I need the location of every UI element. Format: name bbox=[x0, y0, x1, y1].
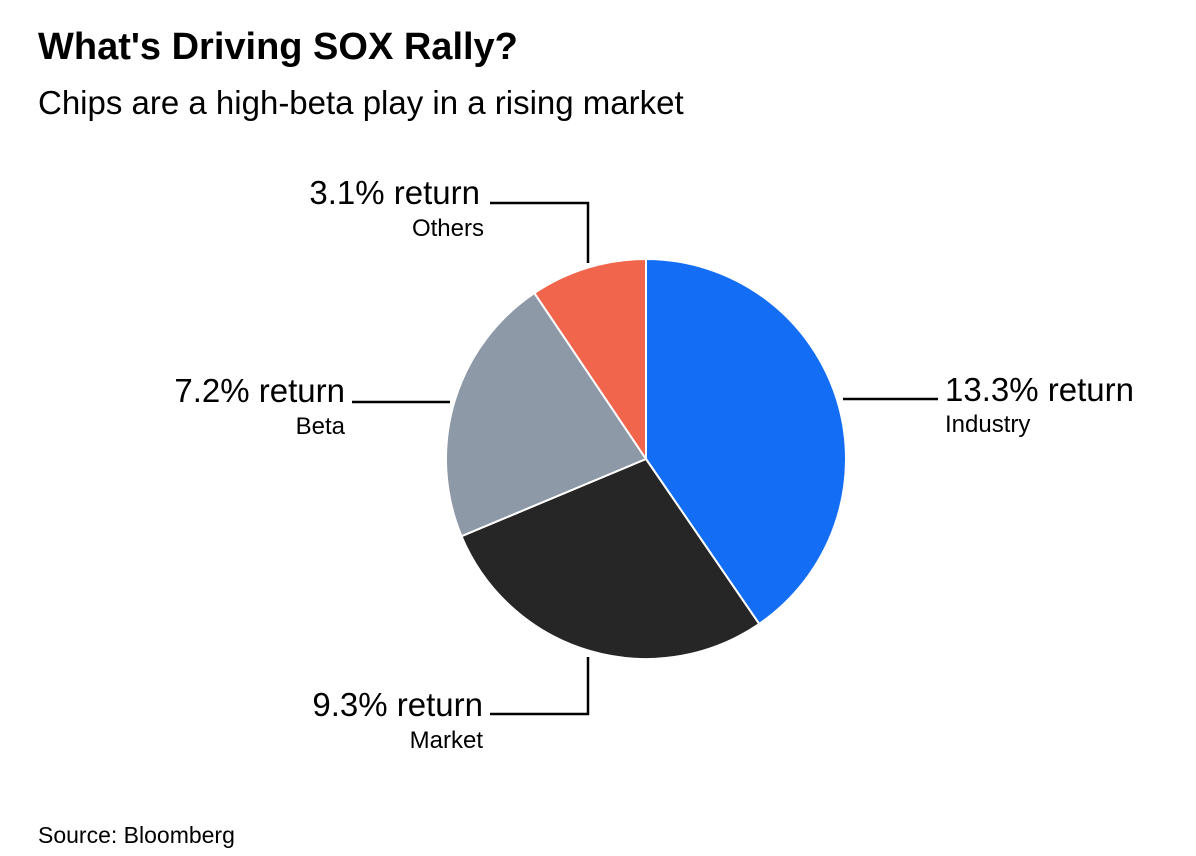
value-label-market: 9.3% return bbox=[312, 686, 483, 723]
leader-line-others bbox=[490, 201, 590, 263]
name-label-beta: Beta bbox=[296, 413, 346, 440]
pie-slice-market bbox=[460, 458, 761, 660]
pie-slices bbox=[445, 258, 847, 660]
pie-slice-beta bbox=[445, 292, 647, 538]
name-label-market: Market bbox=[410, 727, 484, 754]
name-label-industry: Industry bbox=[945, 411, 1030, 438]
source-note: Source: Bloomberg bbox=[38, 822, 235, 848]
value-label-industry: 13.3% return bbox=[945, 371, 1134, 408]
pie-slice-others bbox=[533, 258, 647, 460]
leader-line-market bbox=[490, 657, 590, 716]
name-label-others: Others bbox=[412, 215, 484, 242]
label-group-others: 3.1% return Others bbox=[309, 174, 590, 263]
label-group-beta: 7.2% return Beta bbox=[174, 372, 450, 440]
chart-title: What's Driving SOX Rally? bbox=[38, 26, 518, 68]
pie-slice-industry bbox=[645, 258, 847, 625]
label-group-industry: 13.3% return Industry bbox=[843, 371, 1134, 438]
value-label-beta: 7.2% return bbox=[174, 372, 345, 409]
chart-subtitle: Chips are a high-beta play in a rising m… bbox=[38, 84, 684, 121]
value-label-others: 3.1% return bbox=[309, 174, 480, 211]
label-group-market: 9.3% return Market bbox=[312, 657, 590, 754]
